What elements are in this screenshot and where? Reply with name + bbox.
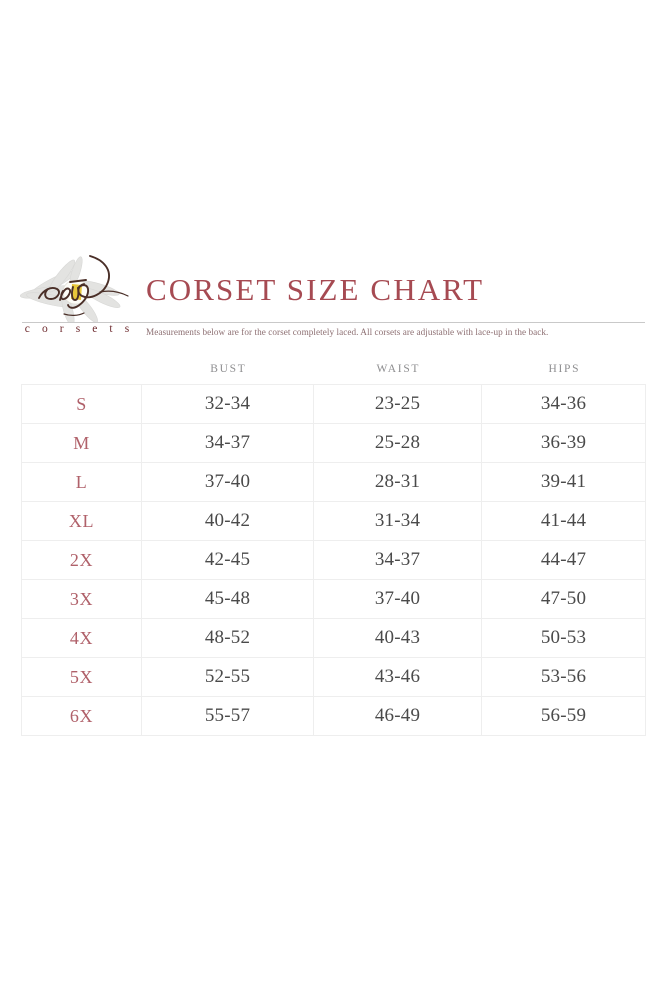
size-label: 6X: [21, 696, 142, 736]
column-header-size: [22, 363, 142, 385]
waist-value: 31-34: [313, 501, 482, 541]
bust-value: 55-57: [141, 696, 314, 736]
waist-value: 46-49: [313, 696, 482, 736]
bust-value: 37-40: [141, 462, 314, 502]
hips-value: 44-47: [481, 540, 646, 580]
waist-value: 40-43: [313, 618, 482, 658]
waist-value: 37-40: [313, 579, 482, 619]
size-label: 2X: [21, 540, 142, 580]
waist-value: 28-31: [313, 462, 482, 502]
waist-value: 25-28: [313, 423, 482, 463]
table-row: XL 40-42 31-34 41-44: [21, 501, 646, 541]
bust-value: 45-48: [141, 579, 314, 619]
waist-value: 23-25: [313, 384, 482, 424]
table-header: BUST WAIST HIPS: [22, 363, 646, 385]
daisy-flower-logo-icon: [12, 254, 140, 326]
table-row: L 37-40 28-31 39-41: [21, 462, 646, 502]
hips-value: 56-59: [481, 696, 646, 736]
waist-value: 34-37: [313, 540, 482, 580]
hips-value: 34-36: [481, 384, 646, 424]
column-header-waist: WAIST: [376, 363, 421, 375]
hips-value: 50-53: [481, 618, 646, 658]
table-row: 3X 45-48 37-40 47-50: [21, 579, 646, 619]
size-label: S: [21, 384, 142, 424]
hips-value: 41-44: [481, 501, 646, 541]
table-header-row: BUST WAIST HIPS: [22, 363, 646, 385]
bust-value: 52-55: [141, 657, 314, 697]
brand-wordmark: c o r s e t s: [24, 323, 134, 335]
header-divider: [22, 322, 645, 323]
column-header-bust: BUST: [210, 363, 247, 375]
table-row: 4X 48-52 40-43 50-53: [21, 618, 646, 658]
bust-value: 32-34: [141, 384, 314, 424]
bust-value: 40-42: [141, 501, 314, 541]
size-label: XL: [21, 501, 142, 541]
waist-value: 43-46: [313, 657, 482, 697]
table-row: 5X 52-55 43-46 53-56: [21, 657, 646, 697]
brand-logo: c o r s e t s: [12, 254, 140, 348]
bust-value: 42-45: [141, 540, 314, 580]
table-row: M 34-37 25-28 36-39: [21, 423, 646, 463]
size-label: L: [21, 462, 142, 502]
size-label: 5X: [21, 657, 142, 697]
table-body: S 32-34 23-25 34-36 M 34-37 25-28 36-39 …: [21, 384, 646, 736]
chart-header: c o r s e t s CORSET SIZE CHART Measurem…: [0, 252, 666, 352]
table-row: 6X 55-57 46-49 56-59: [21, 696, 646, 736]
measurement-note: Measurements below are for the corset co…: [146, 327, 549, 337]
column-header-hips: HIPS: [548, 363, 581, 375]
bust-value: 48-52: [141, 618, 314, 658]
hips-value: 53-56: [481, 657, 646, 697]
size-label: 3X: [21, 579, 142, 619]
size-chart-table: BUST WAIST HIPS S 32-34 23-25 34-36 M 34…: [21, 363, 646, 736]
size-chart-table-wrapper: BUST WAIST HIPS S 32-34 23-25 34-36 M 34…: [21, 363, 646, 736]
table-row: S 32-34 23-25 34-36: [21, 384, 646, 424]
page-title: CORSET SIZE CHART: [146, 272, 485, 307]
hips-value: 39-41: [481, 462, 646, 502]
size-label: 4X: [21, 618, 142, 658]
hips-value: 36-39: [481, 423, 646, 463]
size-label: M: [21, 423, 142, 463]
table-row: 2X 42-45 34-37 44-47: [21, 540, 646, 580]
bust-value: 34-37: [141, 423, 314, 463]
hips-value: 47-50: [481, 579, 646, 619]
